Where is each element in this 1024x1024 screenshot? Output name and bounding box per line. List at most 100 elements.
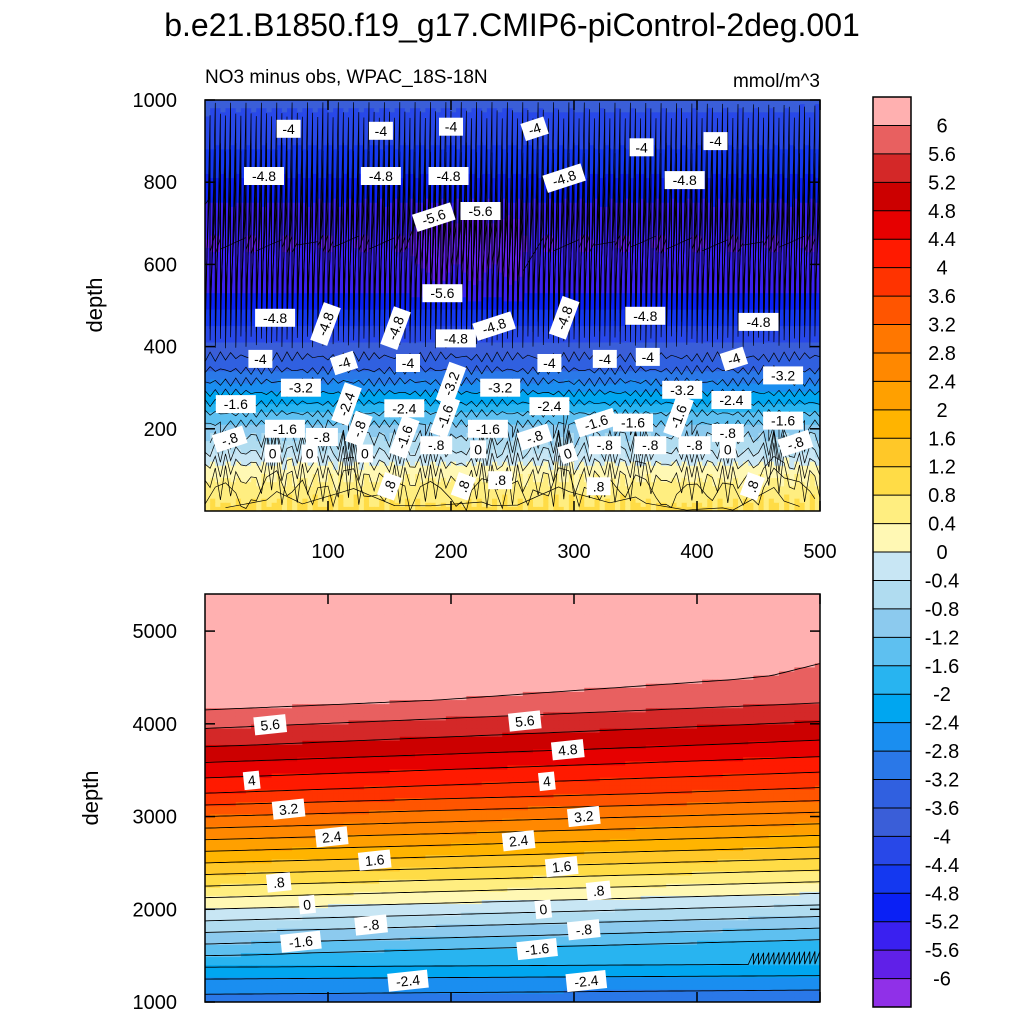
contour-fill-cell: [804, 116, 811, 122]
contour-fill-cell: [210, 100, 216, 105]
contour-fill-cell: [579, 104, 585, 109]
contour-fill-cell: [814, 132, 820, 138]
contour-fill-cell: [271, 128, 278, 134]
contour-fill-cell: [205, 108, 211, 113]
contour-fill-cell: [676, 264, 683, 270]
contour-fill-cell: [568, 141, 575, 146]
contour-fill-cell: [497, 256, 503, 261]
contour-fill-cell: [645, 190, 652, 196]
contour-fill-cell: [235, 186, 242, 192]
contour-fill-cell: [656, 165, 662, 171]
contour-fill-cell: [358, 161, 365, 167]
contour-fill-cell: [415, 252, 421, 257]
contour-fill-cell: [338, 194, 344, 200]
contour-fill-cell: [814, 169, 820, 175]
contour-fill-cell: [563, 120, 570, 126]
contour-fill-cell: [743, 145, 749, 150]
contour-fill-cell: [809, 190, 816, 196]
contour-fill-cell: [568, 256, 575, 261]
contour-fill-cell: [666, 157, 672, 163]
contour-fill-cell: [804, 145, 811, 150]
contour-fill-cell: [574, 256, 580, 261]
contour-fill-cell: [297, 145, 303, 150]
contour-fill-cell: [676, 136, 683, 142]
contour-fill-cell: [507, 252, 514, 257]
contour-fill-cell: [322, 136, 329, 142]
contour-fill-cell: [712, 260, 719, 265]
contour-fill-cell: [394, 108, 401, 113]
contour-fill-cell: [451, 157, 457, 163]
contour-fill-cell: [322, 149, 329, 155]
contour-fill-cell: [317, 264, 324, 270]
contour-fill-cell: [210, 260, 216, 265]
contour-fill-cell: [379, 141, 385, 146]
contour-fill-cell: [599, 260, 606, 265]
contour-fill-cell: [707, 149, 713, 155]
contour-fill-cell: [584, 100, 590, 105]
contour-fill-cell: [809, 173, 816, 179]
contour-fill-cell: [404, 264, 411, 270]
contour-fill-cell: [553, 149, 560, 155]
contour-fill-cell: [727, 104, 734, 109]
contour-fill-cell: [353, 260, 360, 265]
contour-fill-cell: [804, 108, 811, 113]
contour-fill-cell: [410, 182, 416, 187]
contour-fill-cell: [292, 116, 298, 122]
contour-fill-cell: [225, 169, 232, 175]
contour-fill-cell: [399, 178, 406, 183]
contour-fill-cell: [548, 128, 555, 134]
contour-fill-cell: [548, 120, 555, 126]
contour-fill-cell: [799, 136, 806, 142]
contour-fill-cell: [732, 141, 739, 146]
contour-fill-cell: [579, 157, 585, 163]
contour-fill-cell: [763, 153, 770, 159]
contour-fill-cell: [486, 132, 493, 138]
contour-fill-cell: [235, 120, 242, 126]
contour-fill-cell: [246, 116, 252, 122]
contour-fill-cell: [425, 116, 432, 122]
contour-fill-cell: [369, 100, 375, 105]
contour-fill-cell: [620, 108, 626, 113]
contour-fill-cell: [338, 116, 344, 122]
contour-fill-cell: [691, 104, 698, 109]
contour-fill-cell: [533, 178, 539, 183]
contour-fill-cell: [363, 161, 370, 167]
contour-fill-cell: [799, 169, 806, 175]
contour-fill-cell: [727, 108, 734, 113]
contour-fill-cell: [287, 173, 293, 179]
contour-fill-cell: [527, 252, 534, 257]
contour-fill-cell: [656, 141, 662, 146]
contour-fill-cell: [814, 104, 820, 109]
contour-fill-cell: [292, 145, 298, 150]
contour-fill-cell: [661, 173, 667, 179]
contour-fill-cell: [553, 157, 560, 163]
contour-fill-cell: [379, 116, 385, 122]
contour-fill-cell: [502, 173, 508, 179]
contour-fill-cell: [635, 112, 642, 118]
contour-fill-cell: [343, 104, 350, 109]
contour-fill-cell: [481, 120, 488, 126]
contour-fill-cell: [758, 124, 765, 130]
contour-fill-cell: [210, 145, 216, 150]
contour-fill-cell: [210, 165, 216, 171]
contour-fill-cell: [502, 182, 508, 187]
contour-fill-cell: [522, 153, 529, 159]
contour-fill-cell: [476, 116, 483, 122]
contour-fill-cell: [666, 136, 672, 142]
contour-fill-cell: [789, 145, 795, 150]
contour-fill-cell: [527, 165, 534, 171]
contour-fill-cell: [271, 153, 278, 159]
contour-fill-cell: [650, 112, 657, 118]
contour-fill-cell: [594, 186, 601, 192]
contour-fill-cell: [312, 124, 319, 130]
contour-fill-cell: [451, 252, 457, 257]
contour-fill-cell: [240, 173, 247, 179]
contour-fill-cell: [445, 190, 452, 196]
contour-fill-cell: [722, 120, 729, 126]
contour-fill-cell: [727, 149, 734, 155]
contour-fill-cell: [635, 173, 642, 179]
contour-fill-cell: [625, 128, 631, 134]
contour-fill-cell: [389, 243, 396, 249]
contour-fill-cell: [363, 153, 370, 159]
contour-fill-cell: [440, 112, 447, 118]
